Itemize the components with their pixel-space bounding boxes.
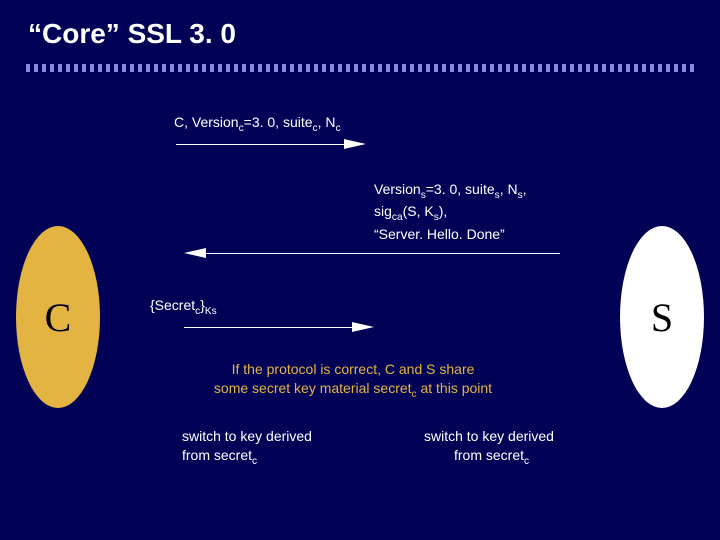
msg2-line3: “Server. Hello. Done”: [374, 225, 527, 244]
msg2-l1-t4: ,: [523, 181, 527, 197]
switch-right: switch to key derived from secretc: [424, 427, 554, 468]
arrow-msg3: [184, 322, 374, 332]
arrow-msg1: [176, 139, 366, 149]
msg1-s3: c: [335, 123, 340, 134]
msg2-l1-t3: , N: [500, 181, 518, 197]
msg2-line2: sigca(S, Ks),: [374, 202, 527, 224]
arrow-line: [206, 253, 560, 254]
msg1-t3: , N: [318, 114, 336, 130]
msg3-t1: {Secret: [150, 297, 195, 313]
msg2-l2-t2: (S, K: [403, 203, 434, 219]
msg1-t1: C, Version: [174, 114, 239, 130]
summary-line1: If the protocol is correct, C and S shar…: [163, 360, 543, 379]
node-server-label: S: [651, 294, 673, 341]
arrow-msg2: [184, 248, 560, 258]
arrow-right-icon: [352, 322, 374, 332]
title-divider: [26, 64, 696, 72]
msg2-l1-t1: Version: [374, 181, 421, 197]
msg2-l2-s1: ca: [392, 212, 403, 223]
msg2-l2-t3: ),: [439, 203, 448, 219]
arrow-right-icon: [344, 139, 366, 149]
msg2-l1-t2: =3. 0, suite: [426, 181, 495, 197]
arrow-line: [176, 144, 344, 145]
arrow-line: [184, 327, 352, 328]
summary-text: If the protocol is correct, C and S shar…: [163, 360, 543, 401]
msg3-label: {Secretc}Ks: [150, 296, 217, 318]
summary-l2-t2: at this point: [417, 380, 493, 396]
switch-left: switch to key derived from secretc: [182, 427, 312, 468]
node-client-label: C: [45, 294, 72, 341]
arrow-left-icon: [184, 248, 206, 258]
msg2-line1: Versions=3. 0, suites, Ns,: [374, 180, 527, 202]
switch-right-line1: switch to key derived: [424, 427, 554, 446]
node-server: S: [620, 226, 704, 408]
summary-line2: some secret key material secretc at this…: [163, 379, 543, 401]
summary-l2-t1: some secret key material secret: [214, 380, 412, 396]
switch-left-l2-s1: c: [252, 456, 257, 467]
msg1-label: C, Versionc=3. 0, suitec, Nc: [174, 113, 341, 135]
node-client: C: [16, 226, 100, 408]
switch-right-line2: from secretc: [424, 446, 554, 468]
slide-title: “Core” SSL 3. 0: [28, 18, 236, 50]
switch-right-l2-s1: c: [524, 456, 529, 467]
switch-left-line2: from secretc: [182, 446, 312, 468]
switch-left-l2-t1: from secret: [182, 447, 252, 463]
msg2-label: Versions=3. 0, suites, Ns, sigca(S, Ks),…: [374, 180, 527, 244]
msg3-s2: Ks: [205, 306, 217, 317]
switch-right-l2-t1: from secret: [454, 447, 524, 463]
msg2-l2-t1: sig: [374, 203, 392, 219]
switch-left-line1: switch to key derived: [182, 427, 312, 446]
msg1-t2: =3. 0, suite: [244, 114, 313, 130]
